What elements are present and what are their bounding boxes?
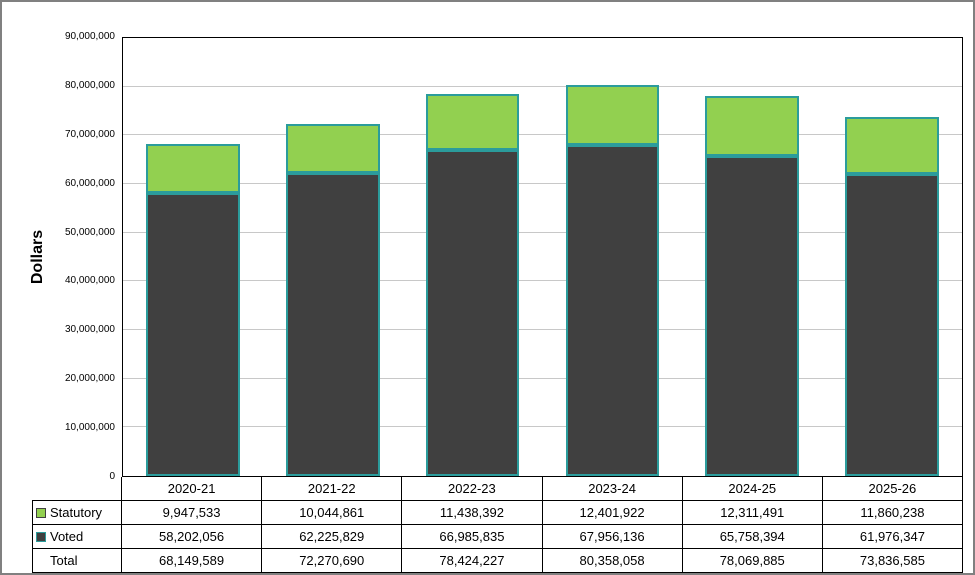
value-cell-statutory: 12,401,922 bbox=[542, 501, 683, 525]
y-axis-ticks: 0 10,000,000 20,000,000 30,000,000 40,000,00… bbox=[2, 32, 115, 482]
value-cell-statutory: 10,044,861 bbox=[262, 501, 403, 525]
bar-segment-statutory bbox=[425, 94, 520, 151]
stacked-bar-2021-22 bbox=[285, 38, 380, 476]
table-row-voted: Voted 58,202,056 62,225,829 66,985,835 67,95… bbox=[32, 525, 963, 549]
row-label-voted: Voted bbox=[32, 525, 122, 549]
gridline bbox=[123, 377, 962, 379]
category-cell: 2020-21 bbox=[122, 477, 263, 501]
legend-swatch-statutory bbox=[36, 507, 46, 518]
bar-segment-voted bbox=[565, 145, 660, 476]
y-tick-label: 40,000,000 bbox=[64, 275, 115, 287]
value-cell-voted: 61,976,347 bbox=[822, 525, 963, 549]
row-label-text-total: Total bbox=[50, 553, 78, 568]
bar-segment-statutory bbox=[146, 144, 240, 193]
value-cell-voted: 65,758,394 bbox=[682, 525, 823, 549]
table-row-statutory: Statutory 9,947,533 10,044,861 11,438,392 12… bbox=[32, 501, 963, 525]
row-label-text-statutory: Statutory bbox=[50, 505, 103, 520]
bar-column-2024-25 bbox=[682, 38, 822, 476]
value-cell-voted: 67,956,136 bbox=[542, 525, 683, 549]
value-cell-total: 72,270,690 bbox=[262, 549, 403, 573]
gridline bbox=[123, 134, 962, 136]
category-cell: 2023-24 bbox=[542, 477, 683, 501]
y-tick-label: 80,000,000 bbox=[64, 79, 115, 91]
y-tick-label: 60,000,000 bbox=[64, 177, 115, 189]
bar-segment-voted bbox=[285, 173, 380, 476]
value-cell-total: 78,424,227 bbox=[402, 549, 543, 573]
category-cell: 2021-22 bbox=[262, 477, 403, 501]
bar-segment-statutory bbox=[705, 96, 800, 156]
value-cell-voted: 58,202,056 bbox=[122, 525, 263, 549]
bar-segment-statutory bbox=[845, 116, 939, 175]
bar-column-2023-24 bbox=[542, 38, 682, 476]
y-tick-label: 20,000,000 bbox=[64, 373, 115, 385]
gridline bbox=[123, 183, 962, 185]
value-cell-voted: 62,225,829 bbox=[262, 525, 403, 549]
data-table: 2020-21 2021-22 2022-23 2023-24 2024-25 2025-… bbox=[32, 477, 963, 573]
table-row-categories: 2020-21 2021-22 2022-23 2023-24 2024-25 2025-… bbox=[32, 477, 963, 501]
value-cell-voted: 66,985,835 bbox=[402, 525, 543, 549]
y-tick-label: 0 bbox=[109, 471, 115, 482]
table-corner-cell bbox=[32, 477, 122, 501]
bar-column-2022-23 bbox=[403, 38, 543, 476]
value-cell-total: 80,358,058 bbox=[542, 549, 683, 573]
y-tick-label: 30,000,000 bbox=[64, 324, 115, 336]
value-cell-statutory: 9,947,533 bbox=[122, 501, 263, 525]
stacked-bar-2024-25 bbox=[705, 38, 800, 476]
gridline bbox=[123, 231, 962, 233]
legend-swatch-voted bbox=[36, 531, 46, 542]
y-tick-label: 70,000,000 bbox=[64, 128, 115, 140]
value-cell-total: 68,149,589 bbox=[122, 549, 263, 573]
gridline bbox=[123, 85, 962, 87]
bar-segment-voted bbox=[425, 150, 520, 476]
bar-segment-voted bbox=[705, 155, 800, 476]
category-cell: 2022-23 bbox=[402, 477, 543, 501]
value-cell-total: 73,836,585 bbox=[822, 549, 963, 573]
y-tick-label: 50,000,000 bbox=[64, 226, 115, 238]
row-label-text-voted: Voted bbox=[50, 529, 84, 544]
stacked-bar-2023-24 bbox=[565, 38, 660, 476]
gridlines bbox=[123, 38, 962, 476]
value-cell-statutory: 11,860,238 bbox=[822, 501, 963, 525]
stacked-bar-2022-23 bbox=[425, 38, 520, 476]
stacked-bar-2025-26 bbox=[845, 38, 939, 476]
value-cell-total: 78,069,885 bbox=[682, 549, 823, 573]
gridline bbox=[123, 426, 962, 428]
plot-area bbox=[122, 37, 963, 477]
y-tick-label: 90,000,000 bbox=[64, 31, 115, 42]
table-row-total: Total 68,149,589 72,270,690 78,424,227 80,35… bbox=[32, 549, 963, 573]
row-label-total: Total bbox=[32, 549, 122, 573]
chart-area: Dollars 0 10,000,000 20,000,000 30,000,000 4… bbox=[2, 2, 973, 482]
category-cell: 2025-26 bbox=[822, 477, 963, 501]
category-cell: 2024-25 bbox=[682, 477, 823, 501]
stacked-bar-2020-21 bbox=[146, 38, 240, 476]
bar-segment-statutory bbox=[285, 124, 380, 174]
y-tick-label: 10,000,000 bbox=[64, 422, 115, 434]
bar-column-2025-26 bbox=[822, 38, 962, 476]
row-label-statutory: Statutory bbox=[32, 501, 122, 525]
value-cell-statutory: 12,311,491 bbox=[682, 501, 823, 525]
gridline bbox=[123, 329, 962, 331]
bar-column-2021-22 bbox=[263, 38, 403, 476]
bars bbox=[123, 38, 962, 476]
bar-segment-voted bbox=[845, 174, 939, 476]
value-cell-statutory: 11,438,392 bbox=[402, 501, 543, 525]
bar-segment-voted bbox=[146, 192, 240, 476]
gridline bbox=[123, 280, 962, 282]
y-axis: Dollars 0 10,000,000 20,000,000 30,000,000 4… bbox=[2, 2, 122, 482]
bar-segment-statutory bbox=[565, 84, 660, 146]
bar-column-2020-21 bbox=[123, 38, 263, 476]
